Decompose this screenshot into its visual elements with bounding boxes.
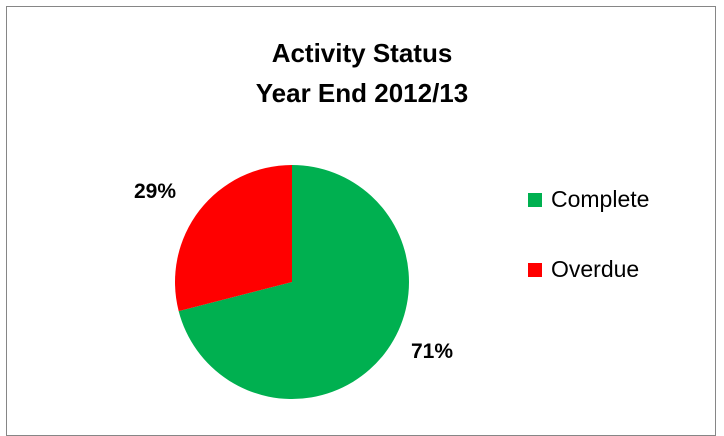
pie-slice-overdue — [175, 165, 292, 312]
data-label-complete: 71% — [411, 340, 454, 363]
legend-swatch-complete — [528, 192, 542, 207]
legend-label-complete: Complete — [551, 186, 650, 212]
legend-item-overdue: Overdue — [528, 256, 639, 283]
legend-item-complete: Complete — [528, 186, 649, 213]
chart-subtitle: Year End 2012/13 — [255, 78, 469, 108]
legend-label-overdue: Overdue — [551, 256, 640, 282]
data-label-overdue: 29% — [134, 180, 177, 203]
legend-swatch-overdue — [528, 262, 542, 277]
pie-slice-complete — [178, 165, 409, 400]
chart-title: Activity Status — [271, 38, 453, 68]
pie-chart — [175, 165, 409, 400]
